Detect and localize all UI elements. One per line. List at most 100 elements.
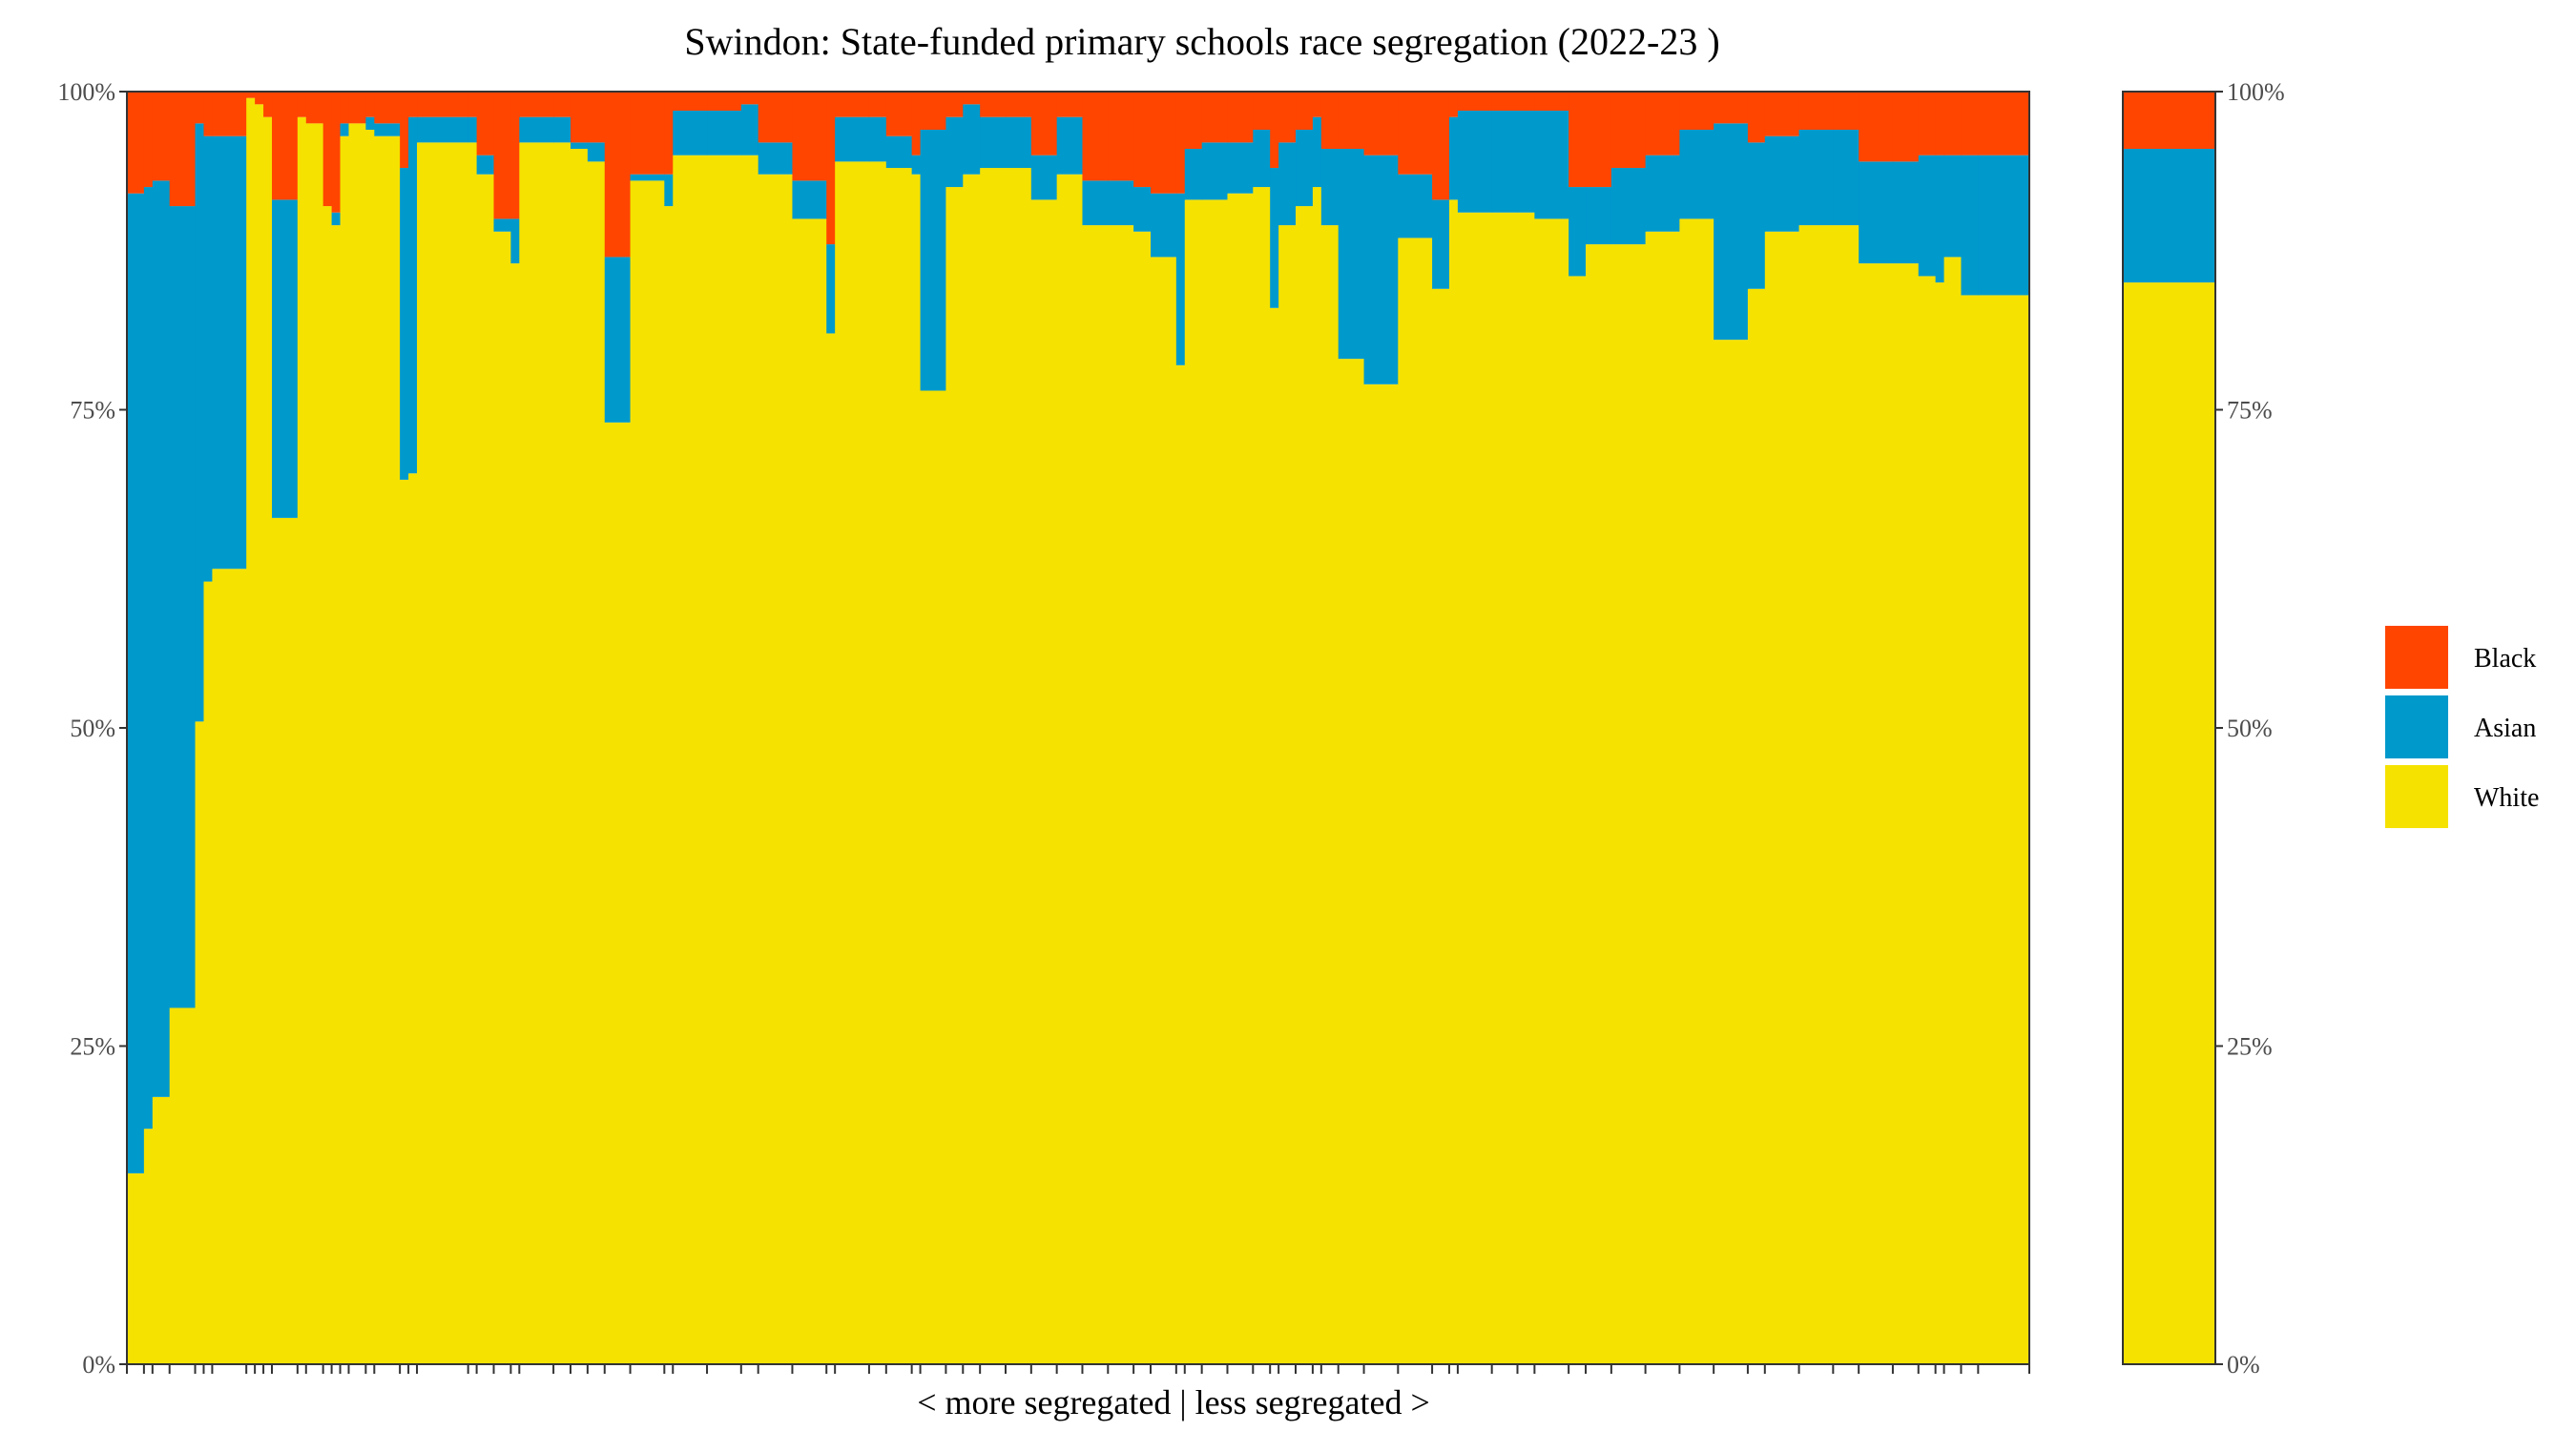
bar-segment-black-school-29 [570,92,589,143]
bar-segment-black-school-34 [673,92,708,112]
bar-segment-white-school-74 [1568,276,1587,1365]
y-tick-label-right-25: 25% [2227,1033,2273,1061]
overall-bar-segment-asian [2123,149,2215,283]
bar-segment-black-school-6 [203,92,214,136]
bar-segment-black-school-31 [604,92,632,258]
bar-segment-black-school-18 [365,92,375,117]
bar-segment-black-school-7 [212,92,247,136]
bar-segment-black-school-4 [169,92,197,207]
bar-segment-black-school-30 [587,92,606,143]
bar-segment-asian-school-60 [1270,168,1279,308]
bar-segment-white-school-67 [1398,238,1433,1364]
bar-segment-black-school-51 [1082,92,1109,181]
legend-label-black: Black [2474,644,2536,674]
bar-segment-white-school-36 [740,155,759,1365]
bar-segment-white-school-71 [1491,212,1519,1365]
bar-segment-black-school-35 [707,92,742,112]
bar-segment-black-school-82 [1798,92,1834,131]
overall-bar-segment-black [2123,92,2215,150]
y-tick-label-right-75: 75% [2227,397,2273,425]
legend-key-asian [2385,695,2448,758]
bar-segment-black-school-10 [263,92,273,117]
bar-segment-asian-school-2 [143,187,154,1130]
bar-segment-asian-school-67 [1398,174,1433,238]
bar-segment-asian-school-49 [1030,155,1058,200]
bar-segment-black-school-60 [1270,92,1279,169]
bar-segment-white-school-17 [348,123,366,1365]
bar-segment-asian-school-23 [467,116,478,143]
bar-segment-asian-school-47 [980,116,1007,169]
bar-segment-black-school-89 [1961,92,1979,156]
x-axis-label: < more segregated | less segregated > [917,1383,1430,1421]
bar-segment-white-school-30 [587,161,606,1364]
bar-segment-black-school-28 [553,92,571,117]
bar-segment-asian-school-85 [1892,161,1920,264]
bar-segment-asian-school-33 [664,174,674,207]
bar-segment-asian-school-82 [1798,130,1834,226]
bar-segment-white-school-46 [963,174,981,1365]
bar-segment-asian-school-89 [1961,155,1979,296]
y-axis-right: 0% 25% 50% 75% 100% [2215,78,2285,1379]
bar-segment-black-school-84 [1859,92,1894,162]
bar-segment-white-school-1 [127,1172,145,1364]
bar-segment-black-school-56 [1184,92,1203,150]
bar-segment-white-school-25 [493,231,511,1365]
legend-label-asian: Asian [2474,714,2536,743]
bar-segment-black-school-85 [1892,92,1920,162]
bar-segment-asian-school-59 [1253,130,1271,188]
bar-segment-black-school-37 [758,92,794,143]
bar-segment-white-school-14 [322,206,333,1364]
bar-segment-white-school-24 [476,174,495,1365]
bar-segment-black-school-87 [1935,92,1945,156]
bar-segment-white-school-26 [510,263,520,1365]
bar-segment-asian-school-83 [1833,130,1859,226]
bar-segment-white-school-38 [792,218,827,1364]
bar-segment-asian-school-22 [417,116,469,143]
bar-segment-white-school-54 [1151,257,1177,1364]
bar-segment-black-school-47 [980,92,1007,117]
y-tick-label-right-100: 100% [2227,78,2285,106]
bar-segment-white-school-83 [1833,225,1859,1364]
bar-segment-black-school-88 [1943,92,1963,156]
bar-segment-black-school-40 [835,92,870,117]
bar-segment-asian-school-88 [1943,155,1963,258]
y-tick-label-right-50: 50% [2227,715,2273,742]
bar-segment-white-school-88 [1943,257,1963,1364]
bar-segment-asian-school-18 [365,116,375,131]
bar-segment-white-school-49 [1030,199,1058,1364]
bar-segment-black-school-21 [408,92,418,117]
bar-segment-white-school-29 [570,149,589,1364]
bar-segment-black-school-22 [417,92,469,117]
bar-segment-black-school-27 [519,92,554,117]
bar-segment-white-school-12 [297,116,307,1364]
bar-segment-black-school-78 [1679,92,1714,131]
bar-segment-white-school-32 [630,180,665,1364]
bar-segment-asian-school-7 [212,135,247,570]
bar-segment-asian-school-57 [1201,142,1229,200]
bar-segment-black-school-16 [340,92,350,124]
bar-segment-white-school-90 [1978,295,2030,1365]
bar-segment-asian-school-5 [195,123,205,722]
bar-segment-asian-school-62 [1296,130,1314,207]
bar-segment-white-school-13 [305,123,324,1365]
bar-segment-black-school-71 [1491,92,1519,112]
overall-bar-segment-white [2123,282,2215,1365]
bar-segment-black-school-76 [1610,92,1647,169]
bar-segment-white-school-89 [1961,295,1979,1365]
bar-segment-white-school-66 [1363,384,1399,1364]
bar-segment-white-school-69 [1448,199,1459,1364]
legend-label-white: White [2474,783,2539,813]
bar-segment-black-school-44 [920,92,947,131]
bar-segment-asian-school-21 [408,116,418,474]
bar-segment-asian-school-58 [1227,142,1254,194]
bar-segment-black-school-68 [1432,92,1450,200]
bar-segment-white-school-75 [1586,244,1612,1365]
bar-segment-black-school-13 [305,92,324,124]
bar-segment-black-school-59 [1253,92,1271,131]
bar-segment-asian-school-15 [331,212,342,226]
bar-segment-asian-school-20 [400,168,409,480]
bar-segment-asian-school-1 [127,193,145,1173]
bar-segment-black-school-83 [1833,92,1859,131]
bar-segment-black-school-79 [1714,92,1749,124]
